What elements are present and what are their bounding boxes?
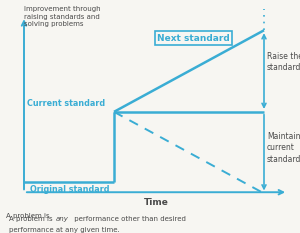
Text: Time: Time: [144, 198, 168, 207]
Text: Maintain
current
standard: Maintain current standard: [267, 132, 300, 164]
Text: performance at any given time.: performance at any given time.: [9, 227, 120, 233]
Text: Raise the
standard: Raise the standard: [267, 52, 300, 72]
Text: Improvement through
raising standards and
solving problems: Improvement through raising standards an…: [24, 6, 100, 27]
Text: Current standard: Current standard: [27, 99, 105, 108]
Text: any: any: [56, 216, 68, 222]
Text: performance other than desired: performance other than desired: [72, 216, 186, 222]
Text: Next standard: Next standard: [157, 34, 230, 43]
Text: A problem is: A problem is: [6, 213, 52, 219]
Text: Original standard: Original standard: [30, 185, 110, 194]
Text: A problem is: A problem is: [9, 216, 55, 222]
